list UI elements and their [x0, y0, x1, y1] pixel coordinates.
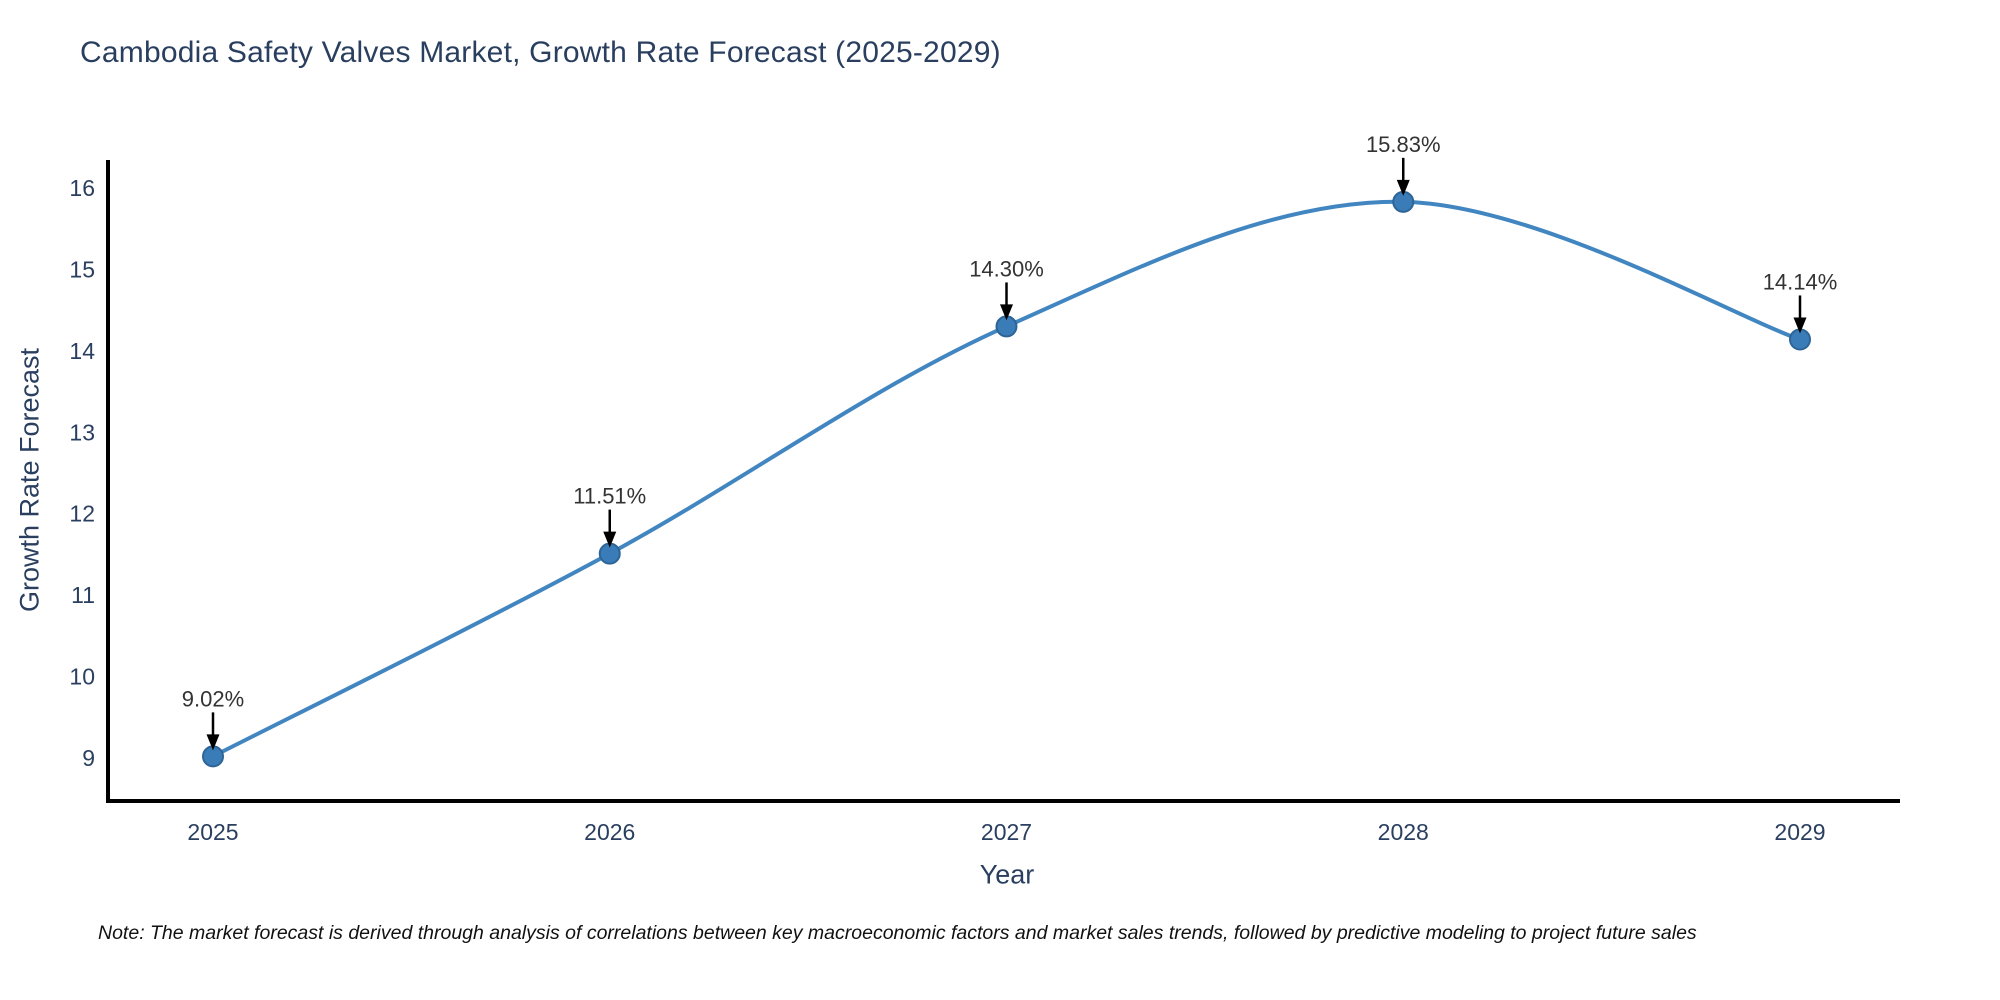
x-tick-label: 2027 — [981, 819, 1032, 845]
chart-title: Cambodia Safety Valves Market, Growth Ra… — [80, 36, 1001, 69]
y-axis-title: Growth Rate Forecast — [14, 347, 45, 613]
annotation-arrow-head — [1793, 317, 1807, 334]
annotation-arrow-head — [206, 734, 220, 751]
y-tick-label: 13 — [69, 419, 95, 445]
y-tick-label: 10 — [69, 664, 95, 690]
y-tick-label: 16 — [69, 175, 95, 201]
data-point-label: 11.51% — [573, 484, 646, 509]
data-point-label: 14.14% — [1763, 269, 1838, 294]
annotation-arrow-head — [1396, 179, 1410, 196]
y-tick-label: 12 — [69, 501, 95, 527]
x-tick-label: 2029 — [1774, 819, 1825, 845]
data-point-label: 14.30% — [969, 256, 1044, 281]
x-tick-label: 2028 — [1378, 819, 1429, 845]
annotation-arrow-head — [1000, 304, 1013, 321]
data-point-label: 9.02% — [182, 686, 244, 711]
y-tick-label: 11 — [71, 582, 95, 608]
x-tick-label: 2026 — [584, 819, 635, 845]
data-point-label: 15.83% — [1366, 132, 1441, 157]
y-tick-label: 9 — [82, 745, 95, 771]
x-tick-label: 2025 — [187, 819, 238, 845]
footnote: Note: The market forecast is derived thr… — [98, 922, 1697, 944]
y-tick-label: 15 — [69, 256, 95, 282]
y-tick-label: 14 — [69, 338, 95, 364]
x-axis-title: Year — [979, 859, 1035, 890]
annotation-arrow-head — [603, 531, 617, 548]
